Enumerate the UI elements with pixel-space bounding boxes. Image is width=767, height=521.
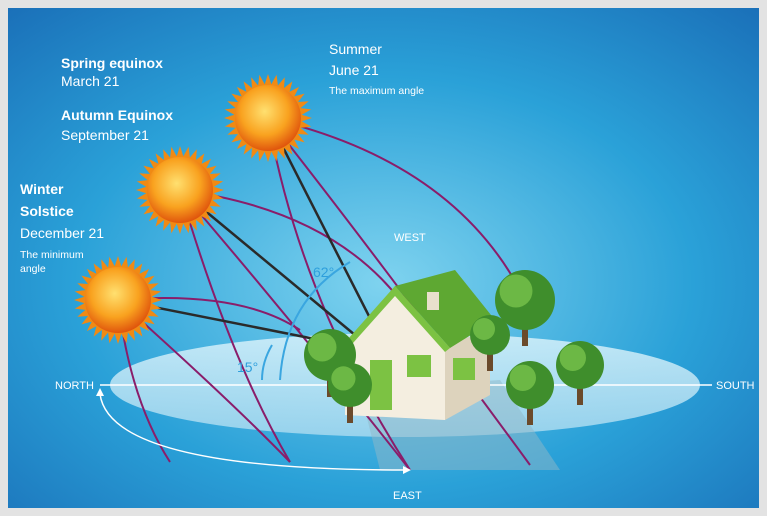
compass-label: EAST [393, 490, 422, 502]
diagram: Spring equinox March 21 Autumn Equinox S… [0, 0, 767, 516]
tree-highlight [331, 366, 355, 390]
tree-highlight [308, 333, 337, 362]
compass-label: WEST [394, 232, 426, 244]
note: The minimum [20, 249, 84, 261]
label: December 21 [20, 225, 104, 241]
note: angle [20, 263, 46, 275]
angle-label: 15° [237, 359, 258, 375]
tree-highlight [473, 318, 495, 340]
label: Spring equinox [61, 55, 163, 71]
label: September 21 [61, 127, 149, 143]
tree-highlight [510, 365, 536, 391]
label: Winter [20, 181, 64, 197]
label: June 21 [329, 62, 379, 78]
label: March 21 [61, 73, 120, 89]
compass-label: SOUTH [716, 380, 755, 392]
angle-label: 62° [313, 264, 334, 280]
label: Solstice [20, 203, 74, 219]
tree-highlight [560, 345, 586, 371]
tree-highlight [500, 275, 533, 308]
label: Autumn Equinox [61, 107, 173, 123]
compass-label: NORTH [55, 380, 94, 392]
sun [147, 157, 213, 223]
label: Summer [329, 41, 382, 57]
sun [235, 85, 301, 151]
sun [85, 267, 151, 333]
note: The maximum angle [329, 85, 424, 97]
